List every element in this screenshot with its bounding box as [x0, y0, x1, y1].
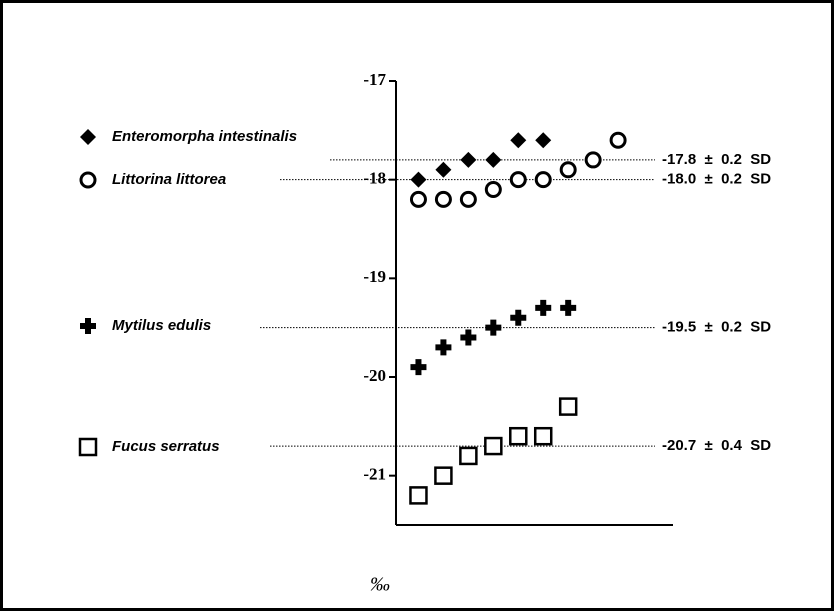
y-tick-label: -20 — [363, 366, 386, 385]
y-axis-label: ‰ — [370, 574, 390, 596]
square-marker — [459, 446, 478, 466]
diamond-marker — [435, 161, 452, 178]
mean-label: -18.0 ± 0.2 SD — [662, 171, 771, 188]
circle-marker — [484, 181, 502, 199]
circle-marker — [584, 151, 602, 169]
plus-marker — [510, 309, 527, 326]
plus-marker — [410, 359, 427, 376]
y-tick-label: -17 — [363, 70, 386, 89]
y-tick-label: -18 — [363, 169, 386, 188]
mean-label: -17.8 ± 0.2 SD — [662, 151, 771, 168]
legend-marker — [78, 437, 98, 457]
legend-label: Mytilus edulis — [112, 317, 211, 334]
y-tick-label: -21 — [363, 465, 386, 484]
legend-marker — [80, 129, 96, 145]
circle-marker — [509, 171, 527, 189]
legend-label: Fucus serratus — [112, 438, 220, 455]
plus-marker — [435, 339, 452, 356]
diamond-marker — [535, 132, 552, 149]
legend-marker — [80, 318, 96, 334]
diamond-marker — [485, 151, 502, 168]
square-marker — [558, 397, 578, 416]
mean-label: -20.7 ± 0.4 SD — [662, 437, 771, 454]
square-marker — [533, 426, 553, 446]
circle-marker — [559, 161, 577, 179]
plus-marker — [460, 329, 477, 346]
plus-marker — [535, 299, 552, 316]
square-marker — [509, 426, 528, 446]
mean-label: -19.5 ± 0.2 SD — [662, 319, 771, 336]
plus-marker — [560, 299, 577, 316]
legend-label: Littorina littorea — [112, 171, 226, 188]
square-marker — [484, 436, 503, 456]
circle-marker — [459, 190, 477, 208]
diamond-marker — [510, 132, 527, 149]
circle-marker — [409, 190, 427, 208]
circle-marker — [434, 190, 452, 208]
legend-marker — [79, 171, 97, 189]
plus-marker — [485, 319, 502, 336]
circle-marker — [534, 171, 552, 189]
legend-label: Enteromorpha intestinalis — [112, 128, 297, 145]
y-tick-label: -19 — [363, 267, 386, 286]
diamond-marker — [460, 151, 477, 168]
square-marker — [434, 466, 453, 485]
circle-marker — [609, 131, 627, 149]
square-marker — [409, 486, 428, 505]
